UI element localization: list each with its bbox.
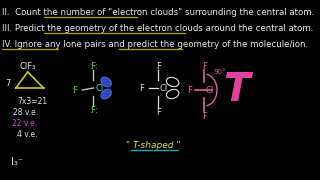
Text: Cl: Cl bbox=[205, 86, 213, 94]
Ellipse shape bbox=[101, 77, 111, 87]
Text: F: F bbox=[202, 62, 207, 71]
Text: F: F bbox=[156, 62, 161, 71]
Text: III. Predict the geometry of the electron clouds around the central atom.: III. Predict the geometry of the electro… bbox=[2, 24, 314, 33]
Text: 7x3=21: 7x3=21 bbox=[17, 97, 48, 106]
Text: ClF₃: ClF₃ bbox=[20, 62, 36, 71]
Text: 22 v.e.: 22 v.e. bbox=[12, 119, 37, 128]
Text: 7: 7 bbox=[5, 78, 11, 87]
Text: 28 v.e.: 28 v.e. bbox=[13, 108, 39, 117]
Text: T: T bbox=[223, 71, 249, 109]
Text: IV. Ignore any lone pairs and predict the geometry of the molecule/ion.: IV. Ignore any lone pairs and predict th… bbox=[2, 40, 308, 49]
Text: Cl: Cl bbox=[160, 84, 168, 93]
Text: :F:: :F: bbox=[89, 105, 98, 114]
Text: :F:: :F: bbox=[89, 62, 98, 71]
Text: F: F bbox=[187, 86, 192, 94]
Text: F: F bbox=[139, 84, 144, 93]
Text: 4 v.e.: 4 v.e. bbox=[17, 130, 37, 139]
Text: " T-shaped ": " T-shaped " bbox=[125, 141, 180, 150]
Ellipse shape bbox=[101, 89, 111, 99]
Text: II.  Count the number of "electron clouds" surrounding the central atom.: II. Count the number of "electron clouds… bbox=[2, 8, 315, 17]
Text: I₃⁻: I₃⁻ bbox=[11, 157, 23, 167]
Text: F: F bbox=[156, 107, 161, 116]
Text: F: F bbox=[202, 111, 207, 120]
Text: :F: :F bbox=[71, 86, 78, 94]
Text: Cl: Cl bbox=[95, 84, 103, 93]
Text: 90°: 90° bbox=[214, 69, 226, 75]
